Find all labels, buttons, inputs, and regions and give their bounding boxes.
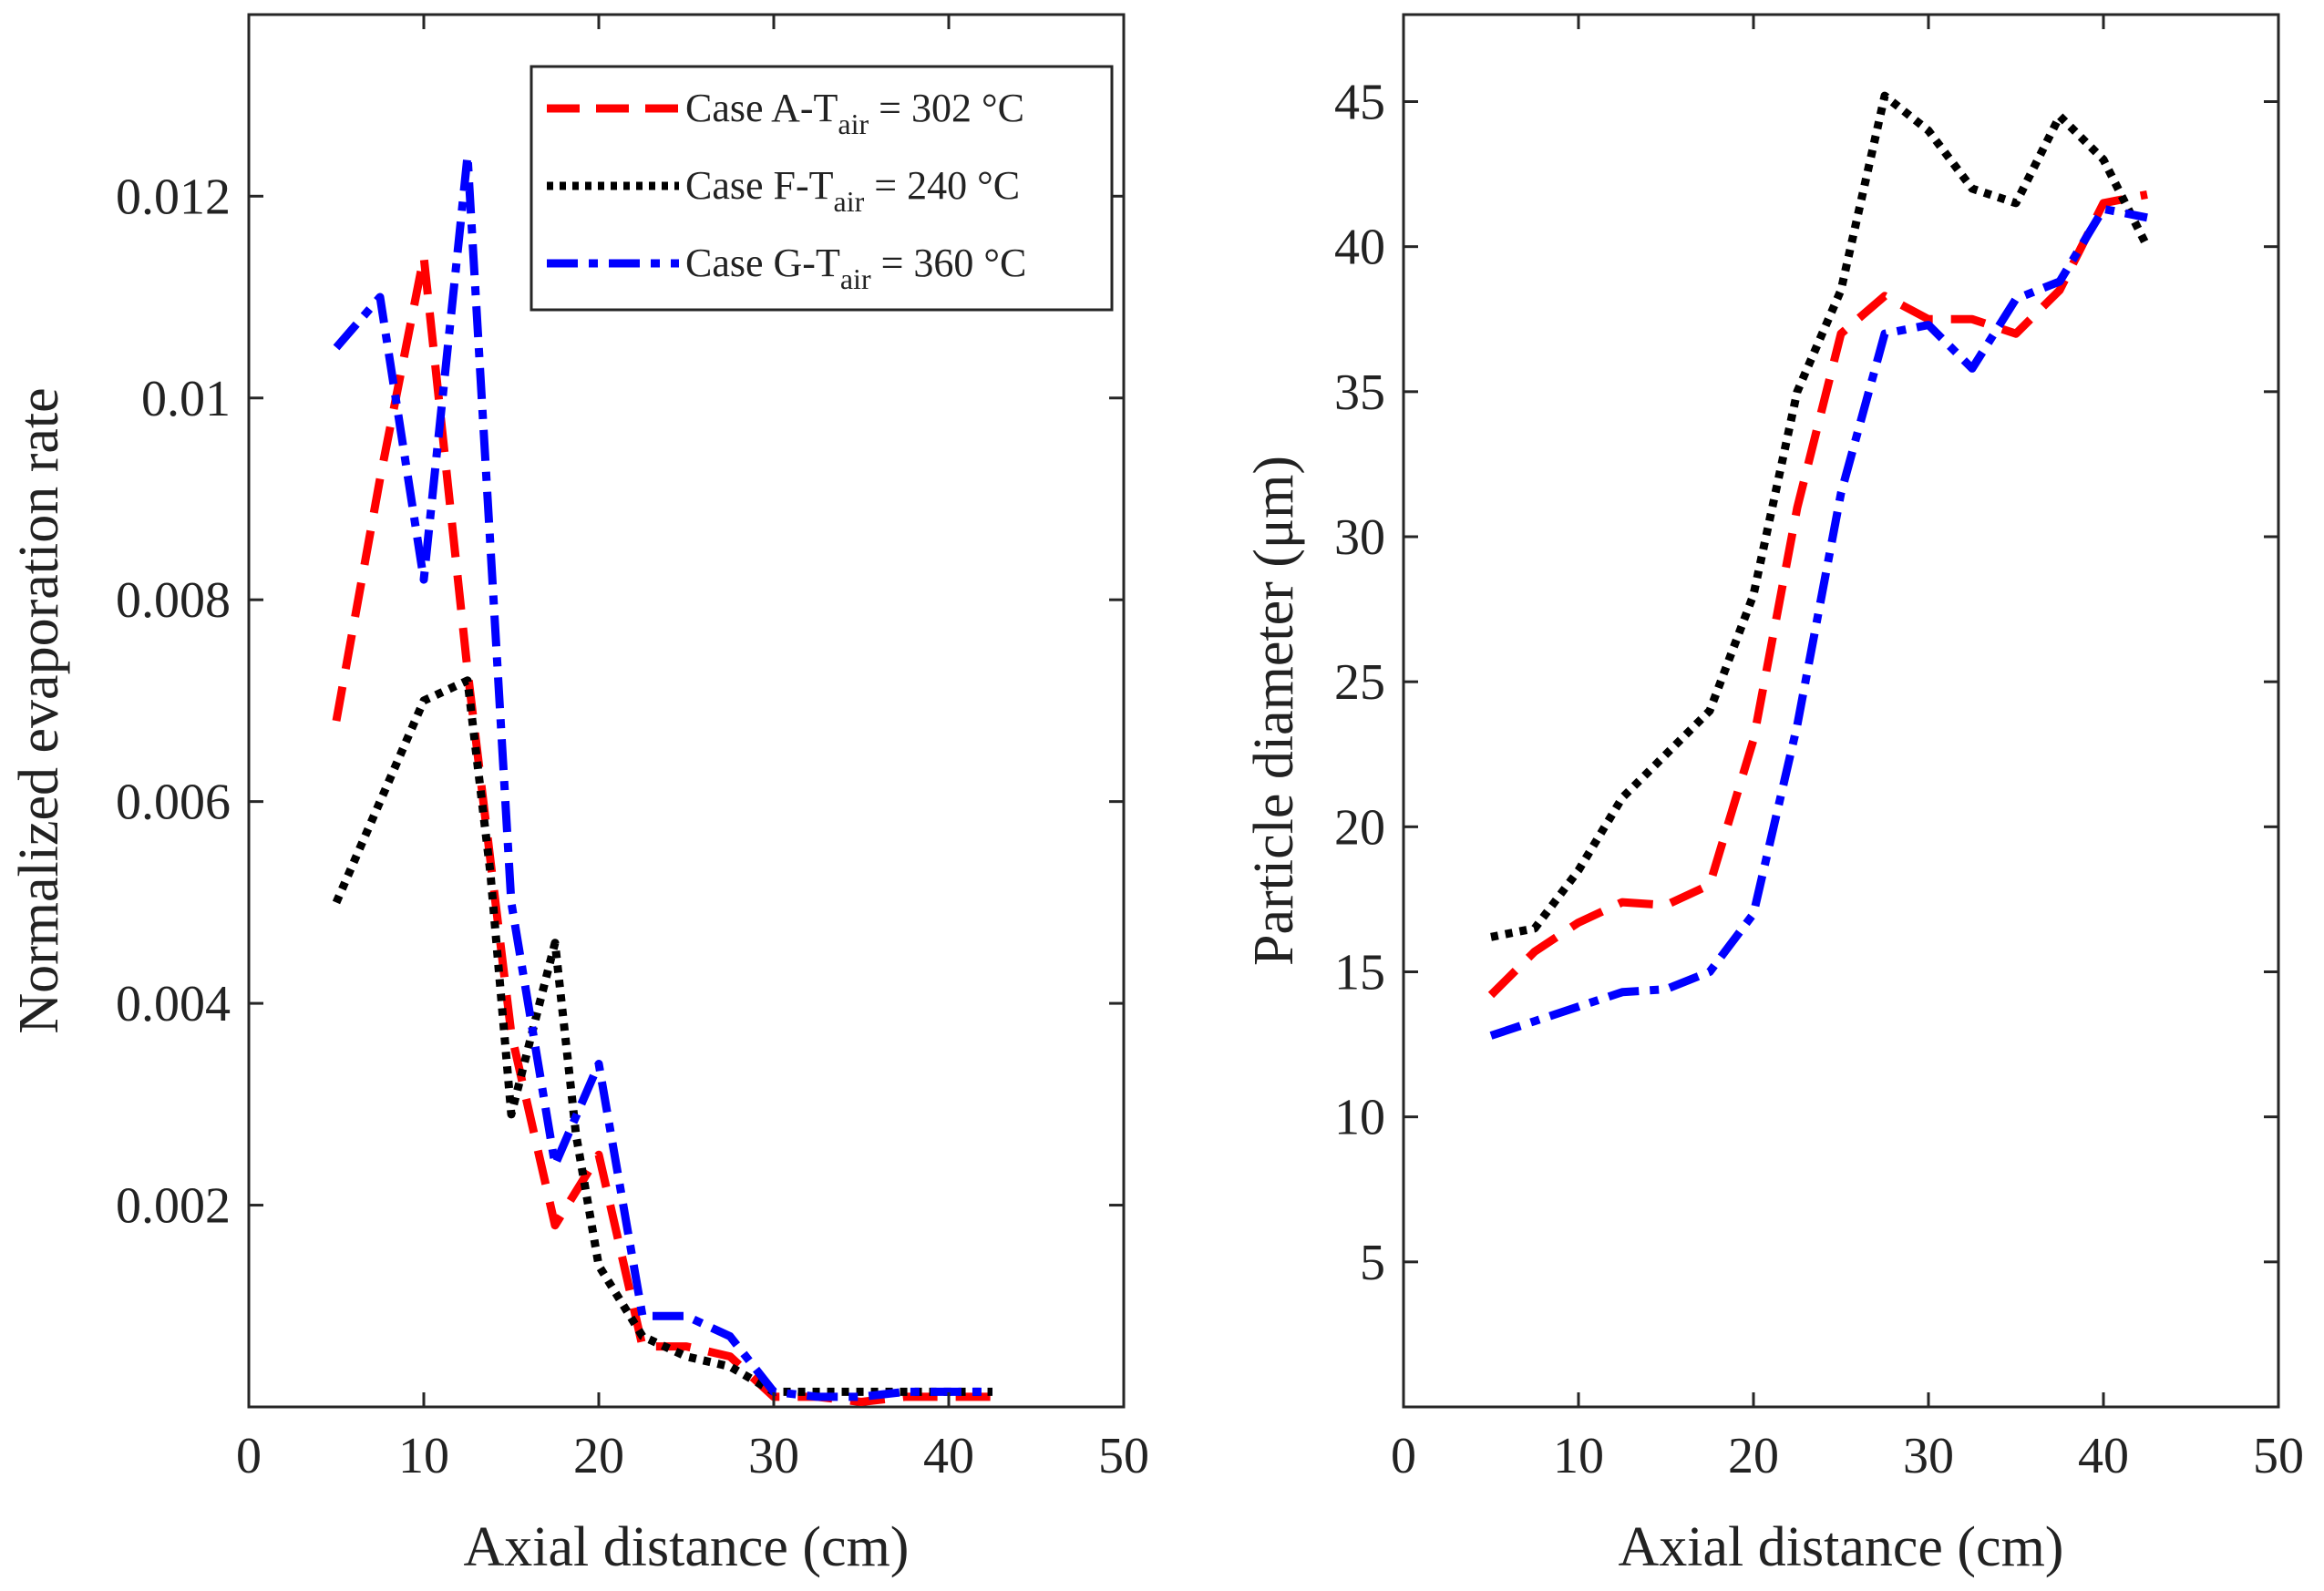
left-x-axis-ticks: 0 10 20 30 40 50 <box>236 15 1149 1484</box>
right-y-axis-label: Particle diameter (μm) <box>1243 456 1305 966</box>
right-y-tick-label: 40 <box>1334 220 1385 276</box>
left-y-tick-label: 0.002 <box>116 1178 231 1235</box>
right-chart-panel: 0 10 20 30 40 50 5 10 15 20 25 30 35 40 45 Axial dist… <box>1243 13 2304 1578</box>
right-y-tick-label: 25 <box>1334 654 1385 711</box>
right-x-axis-label: Axial distance (cm) <box>1619 1516 2064 1578</box>
left-x-tick-label: 10 <box>398 1428 449 1484</box>
left-x-tick-label: 40 <box>923 1428 974 1484</box>
legend-item-case-a: Case A-Tair = 302 °C <box>547 86 1024 140</box>
right-x-tick-label: 30 <box>1903 1428 1954 1484</box>
legend-item-case-g: Case G-Tair = 360 °C <box>547 241 1026 295</box>
legend-item-case-f: Case F-Tair = 240 °C <box>547 163 1020 218</box>
right-x-tick-label: 20 <box>1728 1428 1779 1484</box>
right-x-tick-label: 0 <box>1391 1428 1416 1484</box>
left-y-tick-label: 0.006 <box>116 775 231 831</box>
right-y-tick-label: 45 <box>1334 75 1385 131</box>
right-y-tick-label: 5 <box>1360 1235 1385 1291</box>
left-x-tick-label: 30 <box>748 1428 799 1484</box>
left-x-axis-label: Axial distance (cm) <box>464 1516 910 1578</box>
left-x-tick-label: 20 <box>573 1428 624 1484</box>
right-y-axis-ticks: 5 10 15 20 25 30 35 40 45 <box>1334 75 2278 1291</box>
right-series-group <box>1487 91 2152 1040</box>
legend-label-case-f: Case F-Tair = 240 °C <box>685 163 1020 218</box>
left-x-tick-label: 0 <box>236 1428 262 1484</box>
right-x-axis-ticks: 0 10 20 30 40 50 <box>1391 15 2304 1484</box>
left-y-tick-label: 0.01 <box>141 371 231 427</box>
right-y-tick-label: 20 <box>1334 799 1385 856</box>
left-y-tick-label: 0.012 <box>116 169 231 225</box>
right-series-line-case-a <box>1487 190 2148 999</box>
right-y-tick-label: 35 <box>1334 364 1385 421</box>
left-y-axis-ticks: 0.002 0.004 0.006 0.008 0.01 0.012 <box>116 169 1124 1235</box>
right-y-tick-label: 15 <box>1334 945 1385 1001</box>
legend-label-case-g: Case G-Tair = 360 °C <box>685 241 1026 295</box>
legend-label-case-a: Case A-Tair = 302 °C <box>685 86 1024 140</box>
left-y-tick-label: 0.004 <box>116 976 231 1032</box>
left-series-line-case-g-t <box>333 151 992 1401</box>
left-series-group <box>332 151 992 1406</box>
right-x-tick-label: 50 <box>2253 1428 2304 1484</box>
right-y-tick-label: 30 <box>1334 509 1385 566</box>
left-y-tick-label: 0.008 <box>116 572 231 629</box>
legend: Case A-Tair = 302 °C Case F-Tair = 240 °… <box>530 65 1114 312</box>
left-y-axis-label: Normalized evaporation rate <box>8 387 70 1033</box>
right-plot-area <box>1402 13 2280 1409</box>
left-chart-panel: 0 10 20 30 40 50 0.002 0.004 0.006 0.008 0.01 0.01… <box>8 13 1149 1578</box>
right-y-tick-label: 10 <box>1334 1090 1385 1146</box>
right-x-tick-label: 10 <box>1553 1428 1604 1484</box>
right-x-tick-label: 40 <box>2078 1428 2129 1484</box>
left-x-tick-label: 50 <box>1098 1428 1149 1484</box>
